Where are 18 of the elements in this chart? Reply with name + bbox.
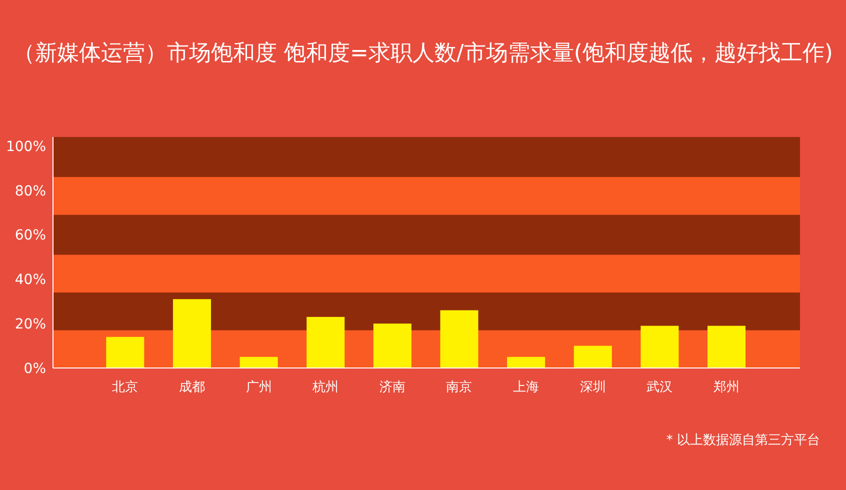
x-tick-label: 成都 <box>178 380 205 395</box>
x-tick-label: 郑州 <box>714 380 740 395</box>
x-tick-label: 武汉 <box>646 380 673 395</box>
x-tick-label: 北京 <box>112 380 138 395</box>
x-tick-label: 深圳 <box>580 380 606 395</box>
y-tick-label: 60% <box>14 228 46 244</box>
y-tick-label: 40% <box>14 272 46 288</box>
x-tick-label: 济南 <box>379 380 406 395</box>
y-tick-label: 100% <box>6 138 46 155</box>
y-tick-label: 20% <box>14 316 46 333</box>
x-tick-label: 杭州 <box>312 380 339 395</box>
x-tick-label: 上海 <box>513 380 540 395</box>
x-tick-label: 南京 <box>446 380 472 395</box>
x-tick-label: 广州 <box>246 380 272 395</box>
text: * 以上数据源自第三方平台 <box>666 432 820 448</box>
y-tick-label: 80% <box>14 183 46 200</box>
chart-title: （新媒体运营）市场饱和度 饱和度=求职人数/市场需求量(饱和度越低，越好找工作) <box>12 41 834 66</box>
y-tick-label: 0% <box>24 361 46 377</box>
